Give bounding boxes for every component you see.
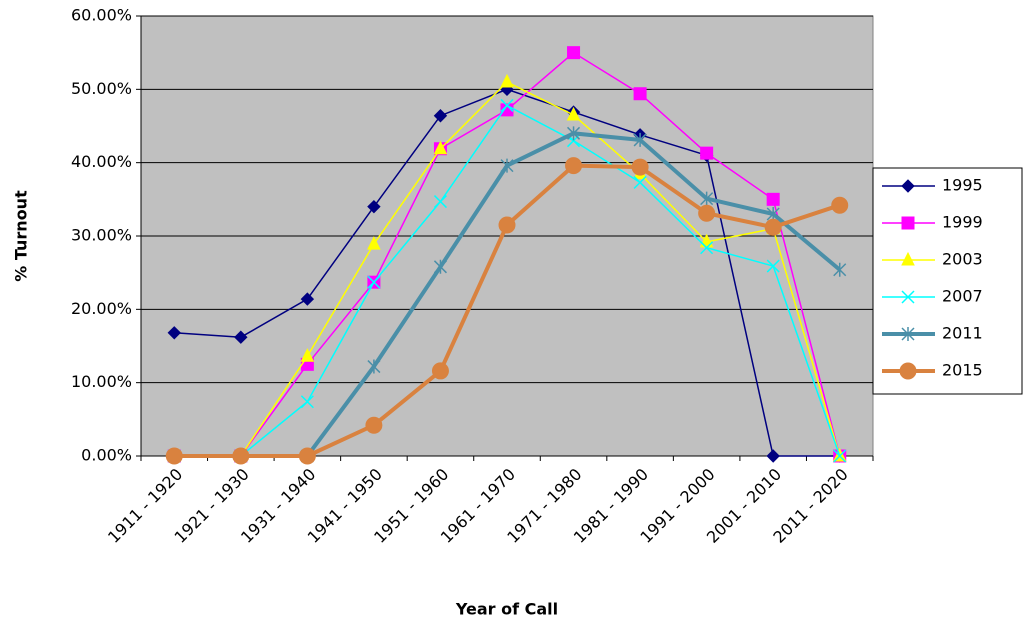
marker xyxy=(234,330,248,344)
legend-label: 2003 xyxy=(942,250,983,269)
marker xyxy=(766,259,780,273)
marker xyxy=(764,218,782,236)
marker xyxy=(899,362,917,380)
marker xyxy=(766,449,780,463)
marker xyxy=(698,204,716,222)
legend-label: 1995 xyxy=(942,176,983,195)
x-axis-title: Year of Call xyxy=(455,600,558,619)
marker xyxy=(367,275,381,289)
marker xyxy=(766,207,780,221)
marker xyxy=(901,251,915,266)
y-tick-label: 40.00% xyxy=(71,152,132,171)
legend-label: 2011 xyxy=(942,324,983,343)
marker xyxy=(901,290,915,304)
marker xyxy=(300,395,314,409)
marker xyxy=(500,73,514,88)
legend-label: 2015 xyxy=(942,361,983,380)
marker xyxy=(901,327,915,341)
marker xyxy=(633,175,647,189)
legend-label: 1999 xyxy=(942,213,983,232)
y-axis-title: % Turnout xyxy=(12,190,31,282)
y-tick-label: 30.00% xyxy=(71,226,132,245)
legend xyxy=(872,167,1023,395)
marker xyxy=(700,146,714,160)
marker xyxy=(300,348,315,362)
marker xyxy=(833,449,847,463)
marker xyxy=(500,98,514,112)
marker xyxy=(500,158,514,173)
marker xyxy=(567,126,581,141)
y-tick-label: 0.00% xyxy=(81,446,132,465)
marker xyxy=(700,191,714,206)
marker xyxy=(433,259,447,274)
marker xyxy=(165,447,183,465)
marker xyxy=(367,359,381,374)
marker xyxy=(232,447,250,465)
legend-label: 2007 xyxy=(942,287,983,306)
marker xyxy=(367,199,381,214)
marker xyxy=(833,262,847,277)
marker xyxy=(431,362,449,380)
marker xyxy=(298,447,316,465)
marker xyxy=(565,157,583,175)
marker xyxy=(567,46,581,60)
marker xyxy=(901,179,915,193)
marker xyxy=(633,132,647,147)
y-tick-label: 20.00% xyxy=(71,299,132,318)
y-tick-label: 60.00% xyxy=(71,6,132,25)
marker xyxy=(631,158,649,176)
marker xyxy=(433,109,448,123)
marker xyxy=(831,196,849,214)
marker xyxy=(901,216,915,230)
marker xyxy=(367,235,381,250)
marker xyxy=(433,195,447,209)
marker xyxy=(766,192,780,206)
y-tick-label: 10.00% xyxy=(71,372,132,391)
y-tick-label: 50.00% xyxy=(71,79,132,98)
marker xyxy=(167,326,181,340)
marker xyxy=(700,241,714,255)
marker xyxy=(433,140,448,155)
marker xyxy=(300,292,315,306)
marker xyxy=(365,416,383,434)
marker xyxy=(498,216,516,234)
marker xyxy=(566,106,581,121)
marker xyxy=(633,87,647,101)
